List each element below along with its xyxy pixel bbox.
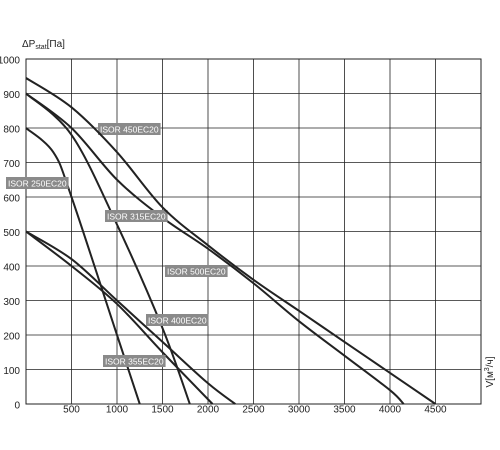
label-box	[6, 177, 69, 189]
x-tick-label: 3500	[333, 405, 356, 416]
fan-curve	[25, 77, 437, 405]
label-box	[98, 123, 161, 135]
y-label-unit: [Па]	[47, 39, 66, 50]
x-axis-label: V[м3/ч]	[484, 356, 496, 387]
y-tick-label: 600	[3, 194, 20, 205]
y-tick-label: 100	[3, 366, 20, 377]
label-text: ISOR 400EC20	[148, 315, 207, 325]
fan-curve	[25, 230, 236, 405]
label-text: ISOR 500EC20	[167, 266, 226, 276]
curve-label: ISOR 250EC20	[6, 177, 69, 189]
curve-label: ISOR 355EC20	[103, 355, 166, 367]
x-tick-label: 500	[63, 405, 80, 416]
y-tick-label: 900	[3, 90, 20, 101]
y-tick-label: 200	[3, 332, 20, 343]
x-tick-label: 2000	[197, 405, 220, 416]
y-tick-label: 300	[3, 297, 20, 308]
y-tick-label: 0	[14, 401, 20, 412]
y-axis-label: ΔPstat[Па]	[22, 39, 65, 51]
label-text: ISOR 315EC20	[107, 211, 166, 221]
fan-curve	[25, 230, 214, 405]
label-text: ISOR 450EC20	[100, 124, 159, 134]
curve-label: ISOR 315EC20	[105, 210, 168, 222]
label-box	[146, 314, 209, 326]
curve-label: ISOR 400EC20	[146, 314, 209, 326]
x-tick-label: 3000	[288, 405, 311, 416]
y-tick-label: 400	[3, 263, 20, 274]
fan-curve	[25, 92, 405, 405]
x-label-main: V[м	[485, 371, 496, 387]
label-box	[103, 355, 166, 367]
x-tick-label: 1000	[106, 405, 129, 416]
y-tick-label: 700	[3, 159, 20, 170]
x-tick-label: 4000	[379, 405, 402, 416]
x-tick-label: 2500	[242, 405, 265, 416]
y-tick-label: 800	[3, 125, 20, 136]
x-tick-label: 4500	[424, 405, 447, 416]
y-tick-label: 1000	[0, 56, 20, 67]
curve-label: ISOR 450EC20	[98, 123, 161, 135]
label-box	[105, 210, 168, 222]
y-label-sub: stat	[35, 44, 46, 51]
y-tick-label: 500	[3, 228, 20, 239]
curve-label: ISOR 500EC20	[165, 265, 228, 277]
x-label-sup: 3	[484, 367, 491, 371]
label-box	[165, 265, 228, 277]
label-text: ISOR 355EC20	[105, 356, 164, 366]
y-label-main: ΔP	[22, 39, 36, 50]
x-tick-label: 1500	[151, 405, 174, 416]
label-text: ISOR 250EC20	[8, 178, 67, 188]
x-label-unit: /ч]	[485, 356, 496, 367]
